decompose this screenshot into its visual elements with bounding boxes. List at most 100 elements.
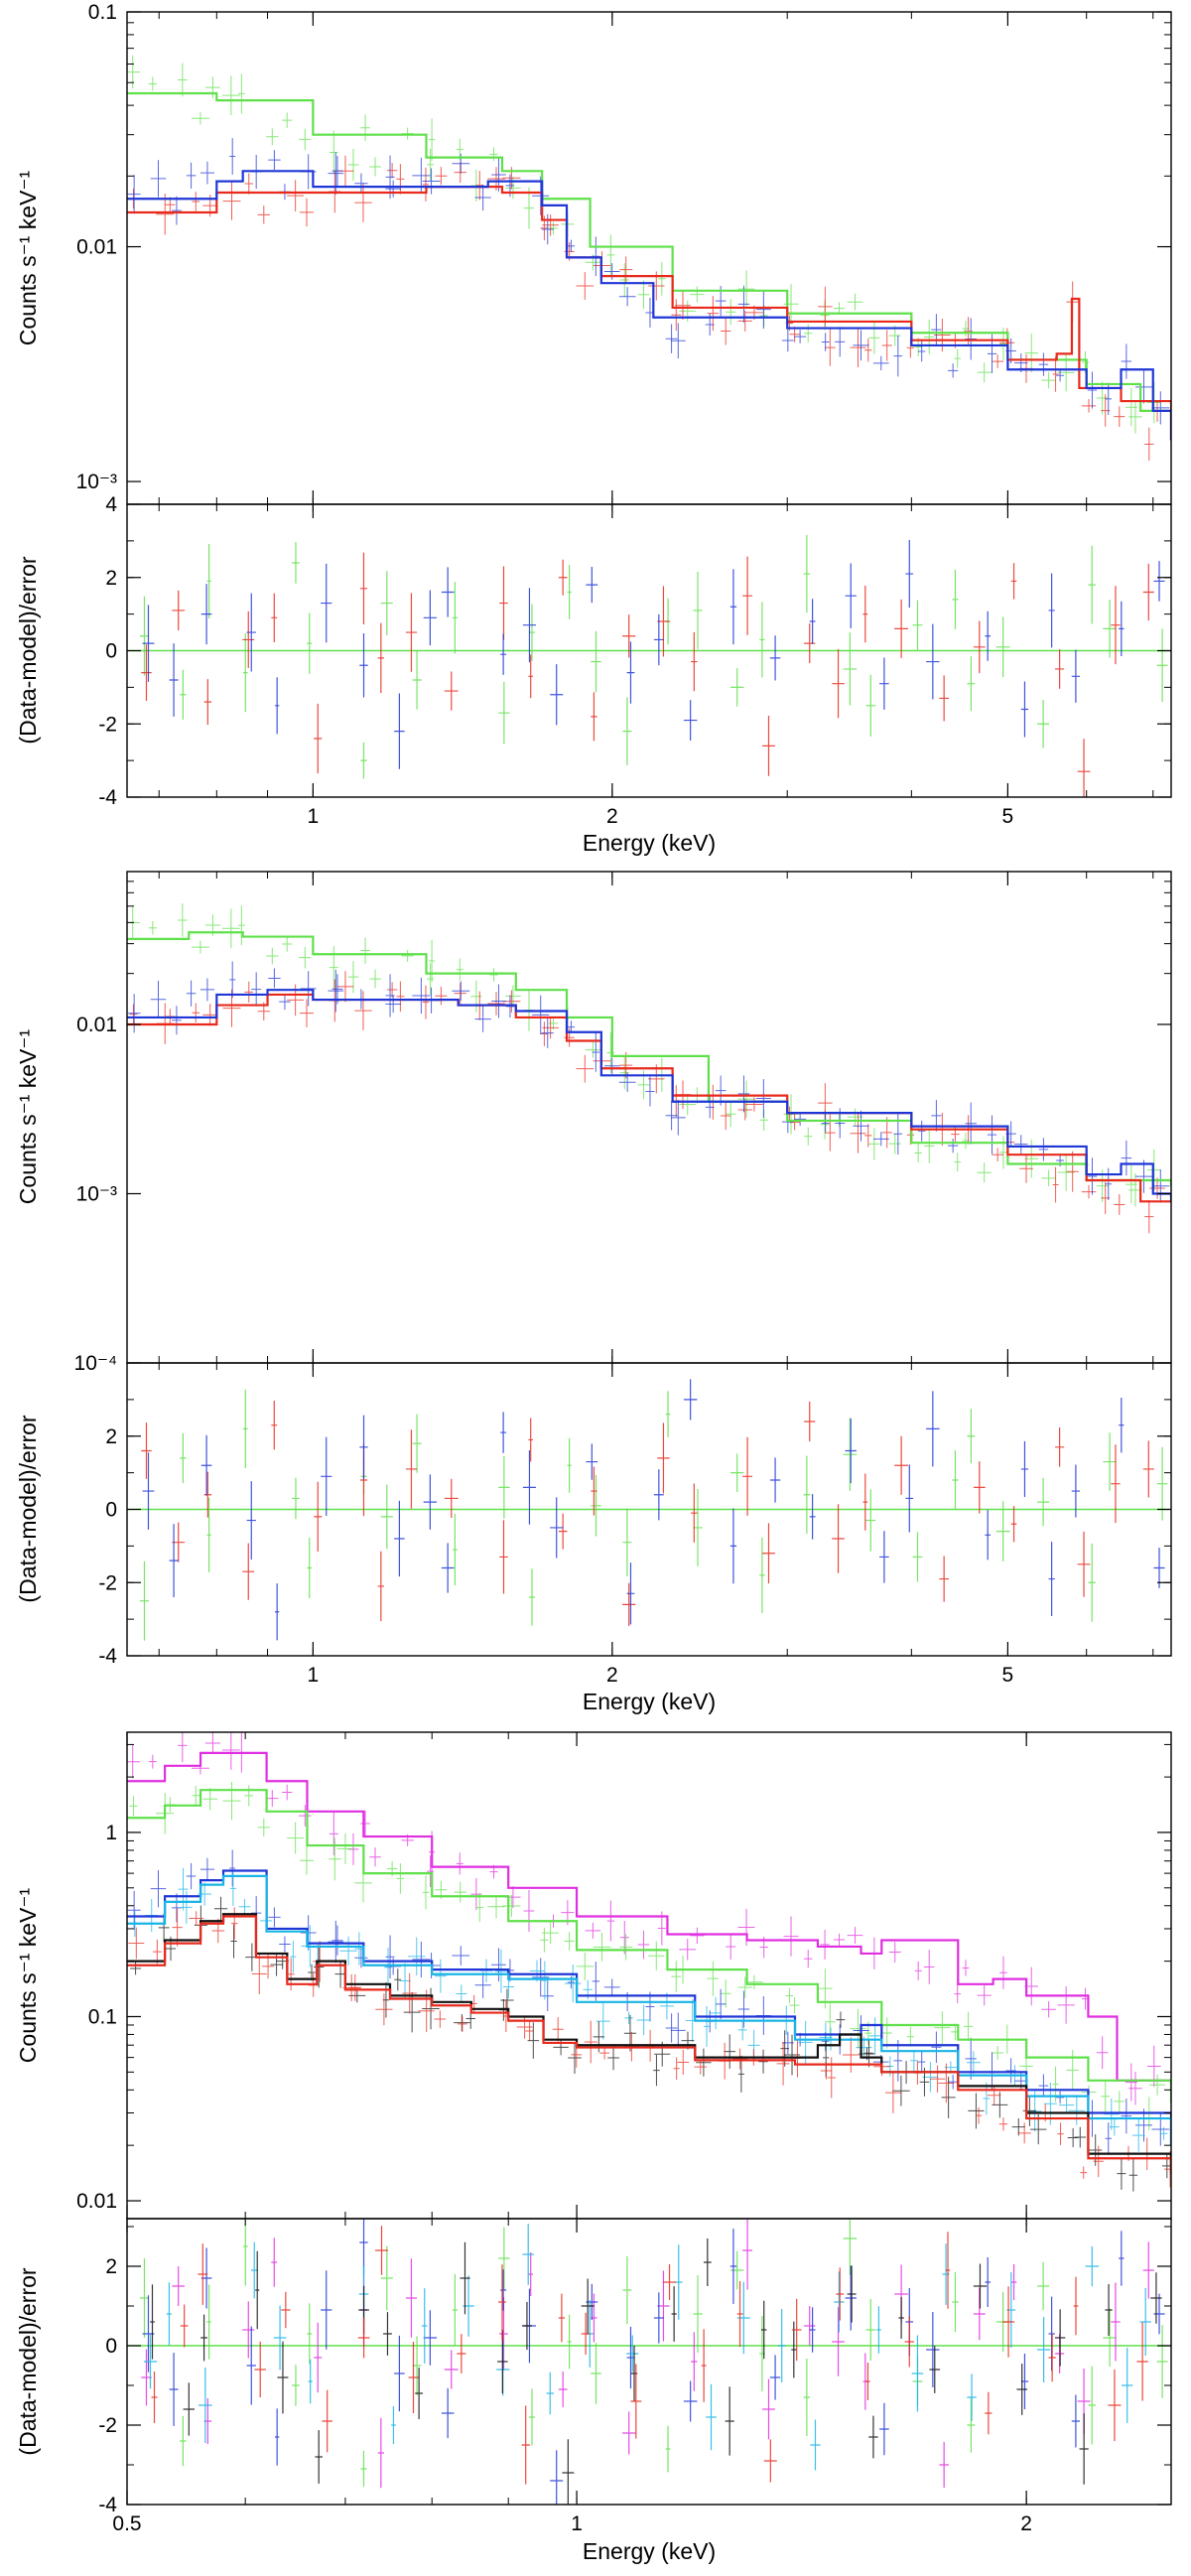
data-point-magenta (281, 1784, 293, 1801)
residual-point-magenta (314, 2322, 323, 2393)
residual-point-blue (1071, 2394, 1081, 2448)
data-point-cyan (922, 2062, 939, 2093)
data-point-green (637, 280, 650, 309)
y-tick-label: -2 (98, 2414, 117, 2437)
data-point-green (564, 1932, 575, 1951)
residual-point-green (665, 1391, 671, 1438)
data-point-green (737, 1080, 755, 1118)
data-point-blue (948, 363, 959, 378)
spectrum-3-marks (127, 1732, 1171, 2192)
residual-point-blue (500, 1412, 507, 1453)
residual-point-green (591, 2343, 601, 2404)
data-point-red (1017, 2122, 1031, 2144)
data-point-blue (781, 329, 794, 352)
data-point-blue (1087, 371, 1098, 409)
residual-point-red (203, 1471, 212, 1518)
data-point-cyan (178, 1867, 189, 1911)
data-point-red (230, 1907, 238, 1940)
residual-point-green (1103, 600, 1117, 658)
data-point-green (429, 118, 436, 161)
data-point-blue (917, 2051, 926, 2073)
y-tick-label: 4 (105, 493, 117, 516)
data-point-green (523, 187, 535, 229)
data-point-red (457, 2015, 467, 2032)
residual-point-cyan (834, 2271, 845, 2333)
data-point-black (864, 2039, 873, 2068)
data-point-green (726, 299, 736, 326)
residual-point-red (405, 593, 418, 672)
data-point-blue (1134, 1159, 1153, 1193)
data-point-blue (412, 977, 431, 1015)
data-point-green (923, 320, 935, 354)
data-point-blue (229, 1849, 236, 1887)
data-point-red (396, 981, 405, 1013)
spectrum-panel-2: 0.01 10⁻³ 10⁻⁴ Counts s⁻¹ keV⁻¹ (15, 871, 1172, 1375)
residual-point-red (836, 2267, 845, 2321)
residual-point-red (832, 648, 845, 719)
y-tick-label: -4 (98, 1645, 117, 1668)
residual-point-red (945, 2232, 951, 2309)
model-line-green (127, 931, 1171, 1187)
data-point-cyan (339, 1936, 357, 1966)
data-point-blue (474, 184, 491, 211)
residual-point-green (307, 1537, 313, 1599)
residual-point-green (952, 1449, 959, 1511)
data-point-blue (532, 1958, 550, 1997)
residual-point-green (412, 1414, 422, 1473)
residual-point-red (939, 1556, 950, 1602)
data-point-green (336, 1832, 354, 1864)
residual-point-green (1037, 2261, 1050, 2311)
y-tick-label: -4 (98, 2494, 117, 2516)
data-point-green (281, 112, 293, 128)
residual-point-cyan (876, 2306, 881, 2354)
data-point-blue (171, 1006, 182, 1035)
data-point-red (153, 1939, 162, 1965)
residual-point-green (498, 2227, 510, 2290)
residual-3-marks (127, 2219, 1171, 2505)
data-point-green (804, 1127, 813, 1146)
residual-point-green (693, 2275, 703, 2353)
residual-point-black (150, 2284, 155, 2360)
data-point-magenta (456, 1852, 463, 1875)
residual-point-blue (550, 1497, 564, 1559)
data-point-green (396, 1863, 405, 1894)
residual-point-blue (169, 1524, 179, 1598)
data-point-blue (171, 196, 182, 225)
residual-point-green (528, 1568, 536, 1626)
residual-point-blue (394, 2335, 405, 2412)
residual-point-green (498, 1456, 510, 1519)
data-point-magenta (1057, 1986, 1075, 2024)
data-point-magenta (606, 1900, 615, 1942)
x-tick-label: 1 (308, 805, 320, 828)
data-point-blue (835, 327, 846, 357)
data-point-blue (385, 974, 395, 1017)
residual-point-black (315, 2430, 323, 2484)
data-point-blue (1134, 370, 1153, 404)
data-point-black (527, 2022, 540, 2059)
data-point-cyan (495, 1949, 507, 1993)
residual-point-red (498, 2264, 506, 2340)
data-point-green (299, 946, 312, 969)
residual-point-blue (522, 588, 537, 663)
residual-point-red (1077, 739, 1091, 797)
residual-point-magenta (377, 2417, 384, 2489)
data-point-red (348, 1973, 362, 2001)
data-point-blue (199, 978, 214, 1002)
data-point-blue (541, 1017, 554, 1048)
residual-point-red (528, 654, 534, 699)
residual-panel-1: 1 2 5 4 2 0 -2 -4 (Data-model)/error Energy (ke… (15, 493, 1172, 856)
data-point-red (354, 183, 372, 222)
data-point-blue (199, 1857, 214, 1881)
data-point-cyan (564, 1965, 582, 2003)
data-point-red (1114, 1194, 1125, 1215)
residual-point-red (894, 599, 909, 658)
data-point-blue (592, 1962, 600, 2001)
residual-point-red (141, 1423, 152, 1479)
residual-point-green (967, 656, 976, 712)
data-point-green (1024, 334, 1039, 373)
residual-point-green (412, 2336, 422, 2395)
residual-point-blue (683, 1379, 698, 1421)
data-point-blue (385, 155, 395, 200)
residual-point-red (630, 2364, 642, 2439)
residual-point-green (591, 1474, 601, 1537)
